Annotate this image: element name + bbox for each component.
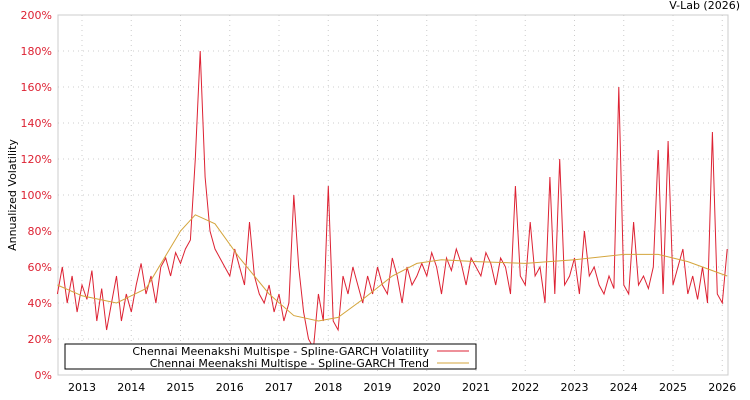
x-tick-label: 2013: [68, 381, 96, 394]
legend-label-trend: Chennai Meenakshi Multispe - Spline-GARC…: [150, 357, 429, 370]
x-tick-label: 2017: [265, 381, 293, 394]
x-tick-label: 2019: [364, 381, 392, 394]
legend-box: [64, 343, 477, 370]
y-tick-label: 140%: [21, 117, 52, 130]
grid: [58, 14, 728, 376]
y-tick-label: 40%: [28, 297, 52, 310]
y-tick-label: 0%: [35, 369, 52, 382]
series-lines: [56, 50, 728, 350]
y-ticks: 0% 20% 40% 60% 80% 100% 120% 140% 160% 180% 200%: [21, 9, 52, 382]
x-tick-label: 2025: [659, 381, 687, 394]
plot-frame: [57, 14, 729, 376]
y-axis-label: Annualized Volatility: [6, 139, 19, 251]
y-tick-label: 20%: [28, 333, 52, 346]
x-tick-label: 2016: [216, 381, 244, 394]
x-tick-label: 2021: [462, 381, 490, 394]
x-tick-label: 2022: [511, 381, 539, 394]
y-tick-label: 100%: [21, 189, 52, 202]
y-tick-label: 60%: [28, 261, 52, 274]
trend-line: [57, 214, 728, 322]
x-tick-label: 2014: [117, 381, 145, 394]
y-tick-label: 80%: [28, 225, 52, 238]
x-tick-label: 2023: [561, 381, 589, 394]
x-tick-label: 2020: [413, 381, 441, 394]
x-tick-label: 2026: [708, 381, 736, 394]
volatility-line: [56, 50, 728, 350]
x-tick-label: 2024: [610, 381, 638, 394]
y-tick-label: 200%: [21, 9, 52, 22]
y-tick-label: 180%: [21, 45, 52, 58]
y-tick-label: 120%: [21, 153, 52, 166]
legend: Chennai Meenakshi Multispe - Spline-GARC…: [64, 343, 477, 370]
legend-label-volatility: Chennai Meenakshi Multispe - Spline-GARC…: [132, 345, 429, 358]
x-tick-label: 2018: [314, 381, 342, 394]
x-tick-label: 2015: [167, 381, 195, 394]
credit-label: V-Lab (2026): [669, 0, 740, 12]
x-ticks: 2013 2014 2015 2016 2017 2018 2019 2020 2021 2022…: [68, 381, 736, 394]
y-tick-label: 160%: [21, 81, 52, 94]
